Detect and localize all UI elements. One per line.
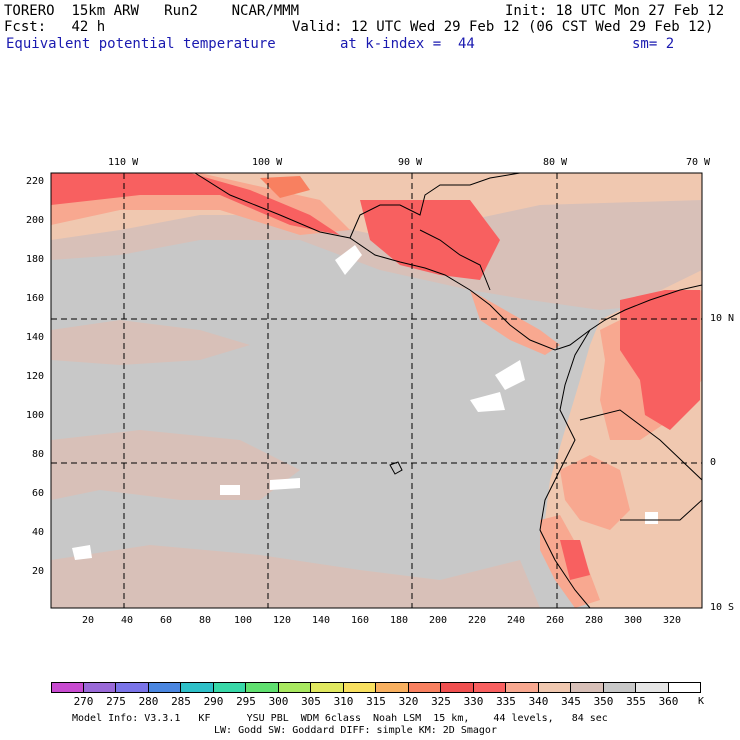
y-tick-label: 20 xyxy=(32,566,45,577)
y-tick-label: 140 xyxy=(26,332,45,343)
colorbar-swatch xyxy=(506,682,539,693)
y-tick-label: 220 xyxy=(26,176,45,187)
x-tick-label: 320 xyxy=(663,615,682,626)
colorbar-swatch xyxy=(83,682,116,693)
y-tick-label: 40 xyxy=(32,527,45,538)
colorbar-swatch xyxy=(181,682,214,693)
x-tick-label: 200 xyxy=(429,615,448,626)
colorbar-swatch xyxy=(441,682,474,693)
map-frame xyxy=(50,172,703,609)
lon-label: 100 W xyxy=(252,157,283,168)
colorbar-value-label: 340 xyxy=(528,695,549,708)
colorbar-swatch xyxy=(668,682,701,693)
colorbar-value-label: 305 xyxy=(301,695,321,708)
header-model: TORERO 15km ARW Run2 NCAR/MMM xyxy=(4,3,300,19)
colorbar-value-label: 345 xyxy=(561,695,581,708)
lon-label: 110 W xyxy=(108,157,139,168)
colorbar-swatch xyxy=(636,682,669,693)
x-tick-label: 220 xyxy=(468,615,487,626)
colorbar-value-label: 335 xyxy=(496,695,516,708)
y-tick-label: 160 xyxy=(26,293,45,304)
colorbar-value-label: 330 xyxy=(463,695,484,708)
colorbar-value-label: 310 xyxy=(333,695,354,708)
colorbar-value-label: 290 xyxy=(203,695,224,708)
y-tick-label: 180 xyxy=(26,254,45,265)
x-tick-label: 180 xyxy=(390,615,409,626)
x-tick-label: 120 xyxy=(273,615,292,626)
colorbar-swatch xyxy=(408,682,441,693)
x-tick-label: 80 xyxy=(199,615,212,626)
colorbar-swatch xyxy=(473,682,506,693)
colorbar-value-label: 285 xyxy=(171,695,191,708)
colorbar-swatch xyxy=(571,682,604,693)
colorbar-value-label: 270 xyxy=(73,695,94,708)
colorbar-value-label: 280 xyxy=(138,695,159,708)
colorbar-swatch xyxy=(51,682,84,693)
colorbar-value-label: 315 xyxy=(366,695,386,708)
lon-label: 90 W xyxy=(398,157,423,168)
colorbar-value-label: 275 xyxy=(106,695,126,708)
colorbar-value-label: 320 xyxy=(398,695,419,708)
colorbar-swatch xyxy=(376,682,409,693)
y-tick-label: 120 xyxy=(26,371,45,382)
colorbar-swatch xyxy=(278,682,311,693)
footer-physics: LW: Godd SW: Goddard DIFF: simple KM: 2D… xyxy=(214,725,497,736)
x-tick-label: 240 xyxy=(507,615,526,626)
colorbar-swatch xyxy=(538,682,571,693)
x-tick-label: 280 xyxy=(585,615,604,626)
lat-label: 10 N xyxy=(710,313,735,324)
colorbar-value-label: 295 xyxy=(236,695,256,708)
colorbar-value-label: 350 xyxy=(593,695,614,708)
lat-lon-grid xyxy=(51,173,702,608)
x-tick-label: 260 xyxy=(546,615,565,626)
colorbar-value-label: 355 xyxy=(626,695,646,708)
colorbar-swatch xyxy=(603,682,636,693)
colorbar-swatch xyxy=(311,682,344,693)
header-smoothing: sm= 2 xyxy=(632,36,675,52)
colorbar-swatch xyxy=(148,682,181,693)
x-tick-label: 60 xyxy=(160,615,173,626)
y-tick-label: 80 xyxy=(32,449,45,460)
colorbar-swatch xyxy=(116,682,149,693)
header-level: at k-index = 44 xyxy=(340,36,475,52)
lat-label: 0 xyxy=(710,457,717,468)
x-tick-label: 100 xyxy=(234,615,253,626)
x-tick-label: 160 xyxy=(351,615,370,626)
header-field: Equivalent potential temperature xyxy=(6,36,276,52)
footer-model-info: Model Info: V3.3.1 KF YSU PBL WDM 6class… xyxy=(72,713,608,724)
lon-label: 80 W xyxy=(543,157,568,168)
colorbar-value-label: 325 xyxy=(431,695,451,708)
x-tick-label: 140 xyxy=(312,615,331,626)
header-fcst: Fcst: 42 h xyxy=(4,19,106,35)
colorbar-value-label: 300 xyxy=(268,695,289,708)
colorbar-unit: K xyxy=(698,696,705,707)
x-tick-label: 300 xyxy=(624,615,643,626)
colorbar-swatch xyxy=(246,682,279,693)
temperature-field xyxy=(51,173,702,608)
lon-label: 70 W xyxy=(686,157,711,168)
header-init: Init: 18 UTC Mon 27 Feb 12 xyxy=(505,3,725,19)
lat-label: 10 S xyxy=(710,602,735,613)
header-valid: Valid: 12 UTC Wed 29 Feb 12 (06 CST Wed … xyxy=(292,19,714,35)
y-tick-label: 200 xyxy=(26,215,45,226)
colorbar-swatch xyxy=(343,682,376,693)
y-tick-label: 60 xyxy=(32,488,45,499)
colorbar-value-label: 360 xyxy=(658,695,679,708)
colorbar-swatch xyxy=(213,682,246,693)
y-tick-label: 100 xyxy=(26,410,45,421)
x-tick-label: 40 xyxy=(121,615,134,626)
x-tick-label: 20 xyxy=(82,615,95,626)
